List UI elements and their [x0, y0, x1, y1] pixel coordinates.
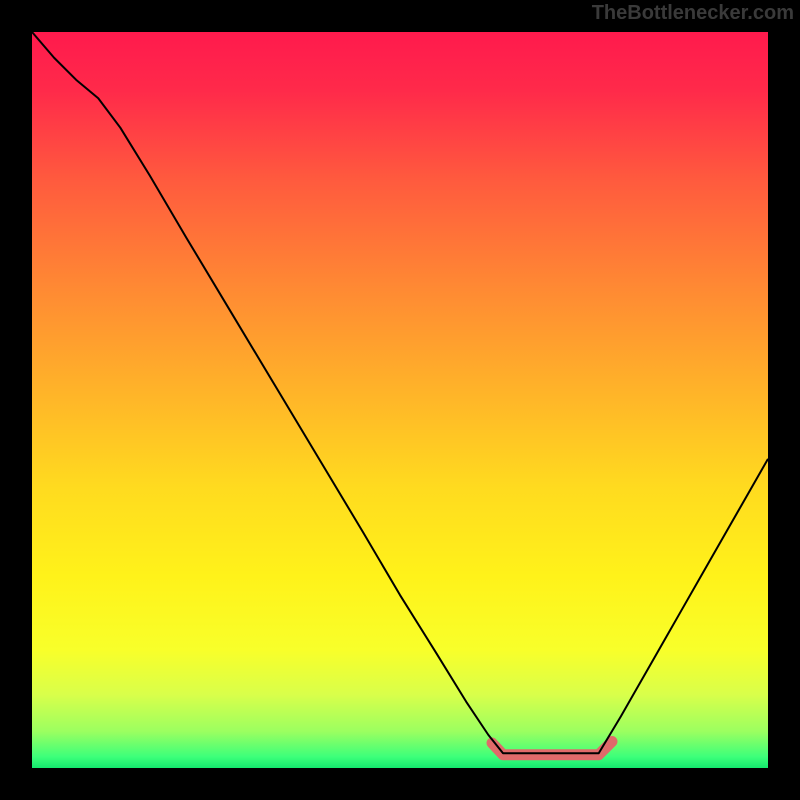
gradient-background	[32, 32, 768, 768]
plot-area	[32, 32, 768, 768]
watermark-text: TheBottlenecker.com	[592, 2, 794, 25]
chart-svg	[32, 32, 768, 768]
chart-frame: TheBottlenecker.com	[0, 0, 800, 800]
